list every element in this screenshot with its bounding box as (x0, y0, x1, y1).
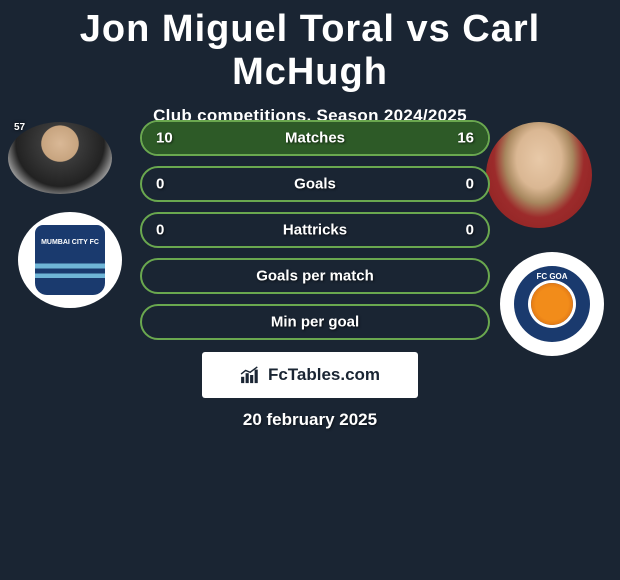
stat-value-right: 16 (457, 130, 474, 147)
chart-icon (240, 366, 262, 384)
stat-value-left: 0 (156, 222, 164, 239)
comparison-chart: 10 16 Matches 0 0 Goals 0 0 Hattricks Goals per m… (140, 120, 490, 350)
stat-label: Matches (285, 130, 345, 147)
stat-row: Goals per match (140, 258, 490, 294)
stat-label: Goals per match (256, 268, 374, 285)
date-text: 20 february 2025 (0, 410, 620, 430)
brand-text: FcTables.com (268, 365, 380, 385)
stat-label: Hattricks (283, 222, 347, 239)
player-right-photo (486, 122, 592, 228)
stat-value-left: 0 (156, 176, 164, 193)
stat-row: Min per goal (140, 304, 490, 340)
stat-row: 0 0 Goals (140, 166, 490, 202)
stat-label: Min per goal (271, 314, 359, 331)
stat-label: Goals (294, 176, 336, 193)
page-title: Jon Miguel Toral vs Carl McHugh (0, 0, 620, 94)
fc-goa-crest-icon (514, 266, 590, 342)
stat-row: 10 16 Matches (140, 120, 490, 156)
player-left-number-badge: 57 (14, 122, 25, 133)
stat-value-left: 10 (156, 130, 173, 147)
mumbai-city-crest-icon (35, 225, 105, 295)
club-logo-right (500, 252, 604, 356)
stat-value-right: 0 (466, 176, 474, 193)
brand-box: FcTables.com (202, 352, 418, 398)
stat-value-right: 0 (466, 222, 474, 239)
club-logo-left (18, 212, 122, 308)
stat-row: 0 0 Hattricks (140, 212, 490, 248)
player-right-photo-fill (486, 122, 592, 228)
